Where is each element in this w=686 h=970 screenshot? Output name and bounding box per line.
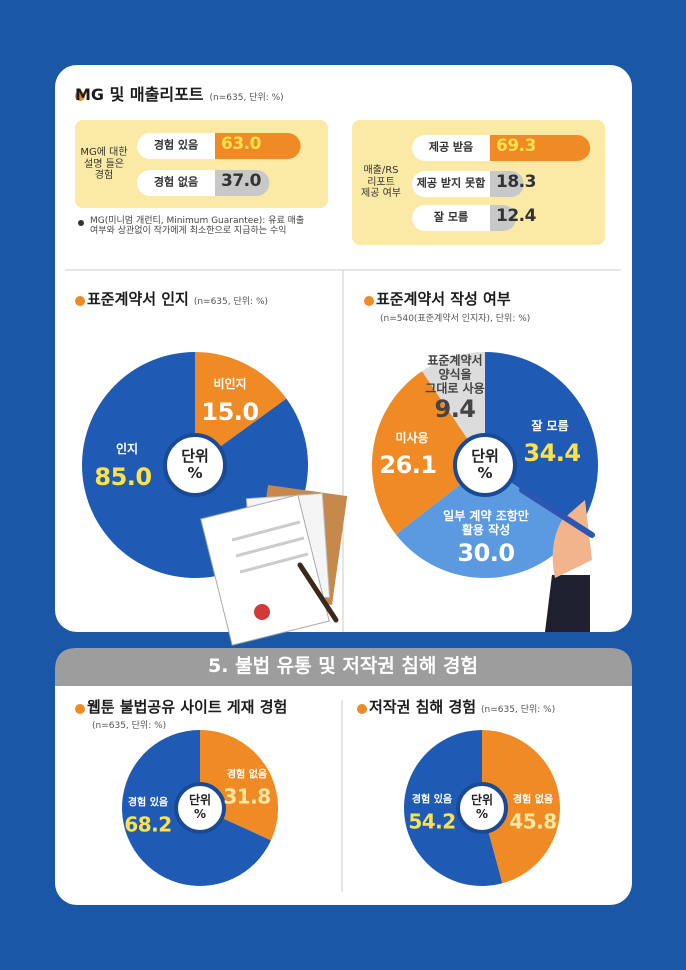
bullet	[75, 296, 85, 306]
label-pill	[137, 170, 227, 196]
category-label: 제공 받지 못함	[416, 176, 486, 190]
center-circle	[174, 782, 226, 834]
value-label: 30.0	[457, 539, 515, 568]
bar	[490, 171, 524, 197]
center-circle	[456, 782, 508, 834]
chart-title: 표준계약서 인지	[87, 290, 189, 308]
bar	[490, 135, 591, 161]
center-label: 단위 %	[188, 793, 212, 821]
slice-label: 경험 없음	[226, 769, 268, 781]
value-label: 37.0	[221, 171, 261, 191]
value-label: 12.4	[496, 206, 536, 226]
chart-subtitle: (n=635, 단위: %)	[481, 705, 556, 715]
slice-label: 경험 있음	[127, 797, 169, 809]
pie-slice	[422, 352, 485, 465]
bullet	[364, 296, 374, 306]
value-label: 45.8	[509, 809, 557, 834]
chart-header: 웹툰 불법공유 사이트 게재 경험	[75, 698, 288, 716]
value-label: 63.0	[221, 134, 261, 154]
bullet	[78, 220, 84, 226]
chart-subtitle: (n=540(표준계약서 인지자), 단위: %)	[380, 314, 531, 324]
pie-slice	[395, 465, 579, 578]
bullet	[75, 91, 85, 101]
slice-label: 미사용	[395, 431, 429, 446]
chart-title: 표준계약서 작성 여부	[376, 290, 511, 308]
category-label: 경험 없음	[153, 175, 199, 189]
chart-subtitle: (n=635, 단위: %)	[92, 721, 167, 731]
pies	[81, 352, 598, 886]
pie-slice	[403, 730, 503, 886]
label-pill	[412, 135, 502, 161]
panel-label: MG에 대한 설명 들은 경험	[80, 146, 128, 181]
center-label: 단위 %	[181, 446, 209, 482]
center-circle	[163, 433, 227, 497]
chart-subtitle: (n=635, 단위: %)	[209, 93, 284, 103]
category-label: 잘 모름	[433, 210, 469, 224]
chart-title: 웹툰 불법공유 사이트 게재 경험	[87, 698, 288, 716]
value-label: 69.3	[496, 136, 536, 156]
value-label: 31.8	[223, 784, 271, 809]
slice-label: 비인지	[213, 377, 247, 392]
section-title: 5. 불법 유통 및 저작권 침해 경험	[208, 655, 478, 678]
value-label: 18.3	[496, 172, 536, 192]
bullet	[357, 704, 367, 714]
section-banner	[55, 648, 632, 686]
chart-header: 저작권 침해 경험 (n=635, 단위: %)	[357, 698, 556, 716]
bar	[215, 170, 270, 196]
label-pill	[412, 205, 502, 231]
bar	[490, 205, 517, 231]
note: MG(미니멈 개런티, Minimum Guarantee): 유료 매출 여부…	[90, 216, 305, 237]
value-label: 85.0	[94, 463, 152, 492]
value-label: 54.2	[408, 809, 456, 834]
chart-title: MG 및 매출리포트	[75, 85, 204, 104]
slice-label: 인지	[115, 442, 139, 457]
chart-subtitle: (n=635, 단위: %)	[193, 297, 269, 307]
center-label: 단위 %	[470, 793, 494, 821]
slice-label: 일부 계약 조항만 활용 작성	[443, 509, 529, 537]
value-label: 9.4	[434, 395, 476, 424]
bar	[215, 133, 301, 159]
slice-label: 잘 모름	[531, 419, 569, 434]
bullet	[75, 704, 85, 714]
category-label: 제공 받음	[428, 140, 474, 154]
section-header: MG 및 매출리포트 (n=635, 단위: %)	[75, 85, 284, 104]
pie-slice	[485, 352, 598, 529]
value-label: 34.4	[523, 439, 581, 468]
pie-slice	[482, 730, 560, 884]
value-label: 68.2	[124, 812, 172, 837]
center-circle	[453, 433, 517, 497]
slice-label: 경험 없음	[512, 794, 554, 806]
chart-header: 표준계약서 작성 여부	[364, 290, 511, 308]
label-pill	[412, 171, 502, 197]
value-label: 26.1	[379, 451, 437, 480]
chart-header: 표준계약서 인지 (n=635, 단위: %)	[75, 290, 269, 308]
illustration	[200, 484, 595, 646]
slice-label: 경험 있음	[411, 794, 453, 806]
category-label: 경험 있음	[153, 138, 199, 152]
value-label: 15.0	[201, 398, 259, 427]
slice-label: 표준계약서 양식을 그대로 사용	[425, 353, 485, 395]
chart-title: 저작권 침해 경험	[369, 698, 477, 716]
label-pill	[137, 133, 227, 159]
center-label: 단위 %	[471, 446, 499, 482]
pie-slice	[195, 352, 287, 465]
panel-label: 매출/RS 리포트 제공 여부	[361, 164, 401, 199]
pie-slice	[371, 371, 485, 535]
